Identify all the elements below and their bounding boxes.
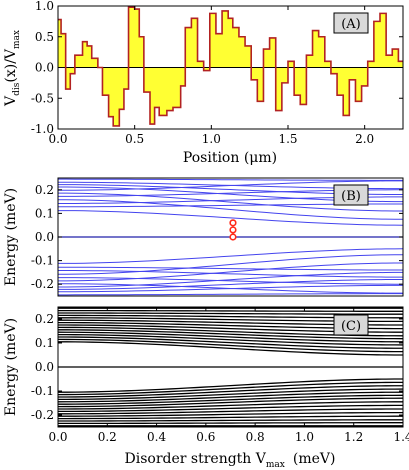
panel-c-x-tick-label: 0.6 (196, 430, 215, 444)
energy-level-line (57, 338, 404, 353)
energy-level-line (58, 419, 403, 422)
panel-c-xlabel-main: Disorder strength V (125, 451, 267, 467)
panel-c-xlabel: Disorder strength Vmax (meV) (125, 451, 336, 470)
energy-level-line (57, 248, 404, 264)
panel-b-label-box (333, 184, 369, 206)
energy-level-line (57, 341, 404, 356)
state-marker (229, 219, 237, 227)
energy-level-line (58, 422, 403, 425)
energy-level-line (57, 180, 404, 191)
energy-level-line (57, 329, 404, 340)
energy-level-line (57, 262, 404, 282)
panel-c-x-tick-label: 0.0 (48, 430, 67, 444)
disorder-potential-line (58, 6, 403, 127)
state-marker (229, 233, 237, 241)
energy-level-line (57, 401, 404, 410)
energy-level-line (57, 192, 404, 212)
panel-b-ylabel: Energy (meV) (3, 188, 19, 286)
panel-c-ylabel: Energy (meV) (3, 318, 19, 416)
energy-level-line (57, 333, 404, 346)
panel-a-ylabel-sub1: dis (12, 82, 22, 96)
energy-level-line (57, 210, 404, 226)
energy-level-line (58, 293, 403, 296)
energy-level-line (57, 391, 404, 403)
state-marker (229, 226, 237, 234)
energy-level-line (57, 284, 404, 293)
panel-a-y-tick-label: -1.0 (31, 122, 54, 136)
energy-level-line (57, 408, 404, 415)
panel-a-x-tick-label: 1.0 (202, 132, 221, 146)
panel-c: 0.0 0.2 0.4 0.6 0.8 1.0 1.2 1.4 -0.2 -0.1 0.0 0.1 0.… (3, 306, 409, 470)
panel-b-y-tick-label: 0.0 (35, 230, 54, 244)
energy-level-line (58, 312, 403, 315)
panel-b-y-tick-label: -0.1 (31, 254, 54, 268)
panel-c-ticks: 0.0 0.2 0.4 0.6 0.8 1.0 1.2 1.4 -0.2 -0.1 0.0 0.1 0.… (31, 307, 409, 444)
panel-b-y-tick-label: -0.2 (31, 277, 54, 291)
energy-level-line (57, 331, 404, 343)
panel-a-ylabel-mid: (x)/V (3, 48, 19, 83)
energy-level-line (57, 378, 404, 393)
panel-a-ticks: 0.0 0.5 1.0 1.5 2.0 -1.0 -0.5 0.0 0.5 1.0 (31, 0, 403, 146)
disorder-fill-area (58, 7, 403, 126)
panel-a-y-tick-label: -0.5 (31, 91, 54, 105)
panel-a-x-tick-label: 0.0 (48, 132, 67, 146)
energy-level-line (57, 254, 404, 275)
energy-level-line (58, 266, 404, 271)
energy-level-line (57, 397, 404, 408)
energy-level-line (57, 388, 404, 401)
energy-level-line (57, 270, 404, 278)
panel-c-x-tick-label: 1.4 (393, 430, 409, 444)
energy-level-line (57, 336, 404, 349)
energy-level-line (58, 178, 403, 181)
panel-a-xlabel: Position (μm) (183, 150, 277, 166)
energy-level-line (57, 385, 404, 398)
panel-a-label: (A) (341, 17, 361, 32)
panel-c-xlabel-unit: (meV) (293, 451, 336, 467)
panel-a-marks (58, 6, 403, 127)
panel-a-label-box (333, 12, 369, 34)
panel-b-y-tick-label: 0.1 (35, 206, 54, 220)
energy-level-line (57, 394, 404, 405)
panel-a-y-tick-label: 1.0 (35, 0, 54, 13)
panel-b-label: (B) (341, 189, 361, 204)
energy-level-line (57, 411, 404, 417)
panel-a-x-tick-label: 2.0 (355, 132, 374, 146)
panel-c-y-tick-label: 0.1 (35, 336, 54, 350)
panel-c-x-tick-label: 0.4 (147, 430, 166, 444)
panel-c-marks (57, 307, 404, 427)
panel-c-y-tick-label: -0.1 (31, 384, 54, 398)
energy-level-line (57, 271, 404, 288)
panel-a-x-tick-label: 0.5 (125, 132, 144, 146)
energy-level-line (57, 278, 404, 290)
panel-b-ticks: -0.2 -0.1 0.0 0.1 0.2 (31, 183, 403, 291)
panel-c-y-tick-label: 0.0 (35, 360, 54, 374)
energy-level-line (58, 309, 403, 312)
energy-level-line (57, 199, 404, 220)
energy-level-line (57, 277, 404, 285)
panel-b-y-tick-label: 0.2 (35, 183, 54, 197)
panel-a-y-tick-label: 0.5 (35, 30, 54, 44)
panel-c-label: (C) (341, 319, 361, 334)
panel-c-x-tick-label: 0.2 (98, 430, 117, 444)
panel-a-ylabel-sub2: max (12, 30, 22, 49)
energy-level-line (57, 381, 404, 396)
panel-c-xlabel-sub: max (266, 460, 285, 470)
panel-c-x-tick-label: 1.0 (295, 430, 314, 444)
panel-a-ylabel: Vdis(x)/Vmax (3, 30, 22, 107)
panel-c-label-box (333, 314, 369, 336)
panel-c-x-tick-label: 0.8 (246, 430, 265, 444)
panel-a-ylabel-main: V (3, 95, 19, 107)
panel-a: 0.0 0.5 1.0 1.5 2.0 -1.0 -0.5 0.0 0.5 1.0 (A) Pos… (3, 0, 404, 166)
energy-level-line (57, 404, 404, 413)
panel-c-x-tick-label: 1.2 (344, 430, 363, 444)
energy-level-line (58, 415, 403, 420)
panel-b: -0.2 -0.1 0.0 0.1 0.2 (B) Energy (meV) (3, 177, 404, 297)
panel-a-y-tick-label: 0.0 (35, 61, 54, 75)
panel-c-y-tick-label: 0.2 (35, 312, 54, 326)
panel-c-y-tick-label: -0.2 (31, 408, 54, 422)
panel-a-x-tick-label: 1.5 (278, 132, 297, 146)
